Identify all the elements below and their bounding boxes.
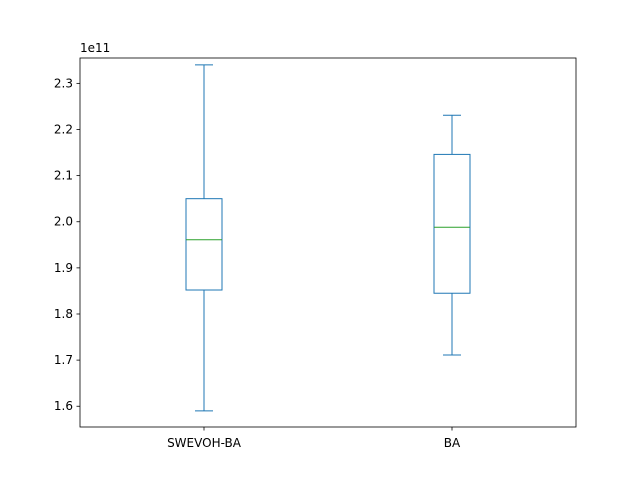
plot-frame <box>79 57 577 428</box>
box-plot-marks <box>185 64 471 412</box>
box-iqr <box>185 198 223 291</box>
x-tick-label: BA <box>444 436 461 450</box>
y-tick-label: 2.0 <box>54 215 73 229</box>
y-tick-label: 1.6 <box>54 399 73 413</box>
y-tick-label: 1.9 <box>54 261 73 275</box>
y-tick-label: 1.8 <box>54 307 73 321</box>
box-ba <box>433 114 471 356</box>
y-tick-label: 1.7 <box>54 353 73 367</box>
box-iqr <box>433 153 471 294</box>
y-tick-label: 2.2 <box>54 122 73 136</box>
x-axis: SWEVOH-BA BA <box>167 427 461 450</box>
y-axis-offset-label: 1e11 <box>80 41 110 55</box>
y-tick-label: 2.3 <box>54 76 73 90</box>
x-tick-label: SWEVOH-BA <box>167 436 242 450</box>
box-swevoh-ba <box>185 64 223 412</box>
y-axis: 1.6 1.7 1.8 1.9 2.0 2.1 2.2 2.3 <box>54 76 80 413</box>
y-tick-label: 2.1 <box>54 169 73 183</box>
